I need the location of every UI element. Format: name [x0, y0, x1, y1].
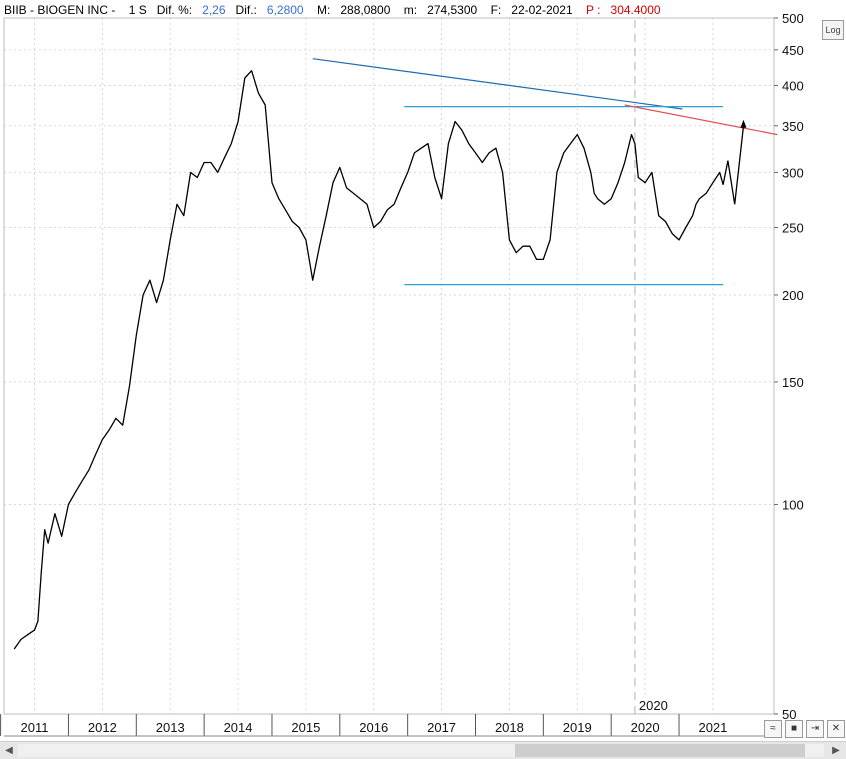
drawing-annotations — [312, 18, 778, 714]
x-tick-label: 2016 — [359, 720, 388, 735]
log-scale-toggle[interactable]: Log — [822, 20, 844, 40]
x-tick-label: 2021 — [698, 720, 727, 735]
x-tick-label: 2014 — [224, 720, 253, 735]
dif-pct-label: Dif. %: — [156, 3, 193, 17]
x-tick-label: 2018 — [495, 720, 524, 735]
y-tick-label: 50 — [782, 707, 796, 722]
y-tick-label: 300 — [782, 165, 804, 180]
scroll-right-icon[interactable]: ▶ — [832, 745, 840, 756]
price-value: 304.4000 — [610, 3, 661, 17]
axes: 50 100 150 200 250 300 350 400 450 500 2011 2012 201… — [0, 11, 804, 737]
annotation-trend-line — [312, 58, 683, 110]
marker-label: 2020 — [639, 698, 668, 713]
chart-header: BIIB - BIOGEN INC - 1 S Dif. %: 2,26 Dif… — [4, 3, 661, 17]
x-tick-label: 2012 — [88, 720, 117, 735]
period-label: 1 S — [128, 3, 147, 17]
y-tick-label: 500 — [782, 11, 804, 26]
close-icon[interactable]: ✕ — [827, 720, 845, 738]
price-series — [13, 70, 724, 650]
expand-icon[interactable]: ⇥ — [806, 720, 824, 738]
max-label: M: — [316, 3, 331, 17]
date-value: 22-02-2021 — [511, 3, 573, 17]
y-tick-label: 350 — [782, 119, 804, 134]
min-label: m: — [403, 3, 418, 17]
save-icon[interactable]: ■ — [785, 720, 803, 738]
arrowhead-icon — [740, 119, 747, 128]
scroll-thumb[interactable] — [515, 744, 805, 757]
y-tick-label: 250 — [782, 221, 804, 236]
x-tick-label: 2015 — [291, 720, 320, 735]
x-tick-label: 2013 — [156, 720, 185, 735]
x-tick-label: 2020 — [631, 720, 660, 735]
max-value: 288,0800 — [340, 3, 391, 17]
price-line — [13, 70, 724, 650]
ticker-label: BIIB - BIOGEN INC - — [4, 3, 116, 17]
chart-toolbar: ≈ ■ ⇥ ✕ — [764, 720, 845, 738]
y-tick-label: 100 — [782, 497, 804, 512]
x-tick-label: 2017 — [427, 720, 456, 735]
date-marker: 2020 — [636, 696, 673, 713]
horizontal-scrollbar[interactable]: ◀ ▶ — [0, 741, 846, 759]
dif-value: 6,2800 — [266, 3, 304, 17]
annotation-projection-line — [624, 104, 778, 136]
dif-pct-value: 2,26 — [202, 3, 226, 17]
price-label: P : — [586, 3, 601, 17]
x-tick-label: 2011 — [21, 720, 49, 735]
y-tick-label: 150 — [782, 375, 804, 390]
y-tick-label: 450 — [782, 43, 804, 58]
x-tick-label: 2019 — [563, 720, 592, 735]
date-label: F: — [490, 3, 502, 17]
marker-label-bg — [636, 696, 673, 712]
grid — [4, 17, 774, 715]
zigzag-icon[interactable]: ≈ — [764, 720, 782, 738]
scroll-left-icon[interactable]: ◀ — [5, 745, 13, 756]
price-chart[interactable]: 50 100 150 200 250 300 350 400 450 500 2011 2012 201… — [0, 0, 846, 741]
annotation-path-line — [722, 125, 745, 205]
min-value: 274,5300 — [427, 3, 478, 17]
y-tick-label: 200 — [782, 288, 804, 303]
dif-label: Dif.: — [235, 3, 257, 17]
y-tick-label: 400 — [782, 78, 804, 93]
plot-frame — [3, 17, 775, 715]
